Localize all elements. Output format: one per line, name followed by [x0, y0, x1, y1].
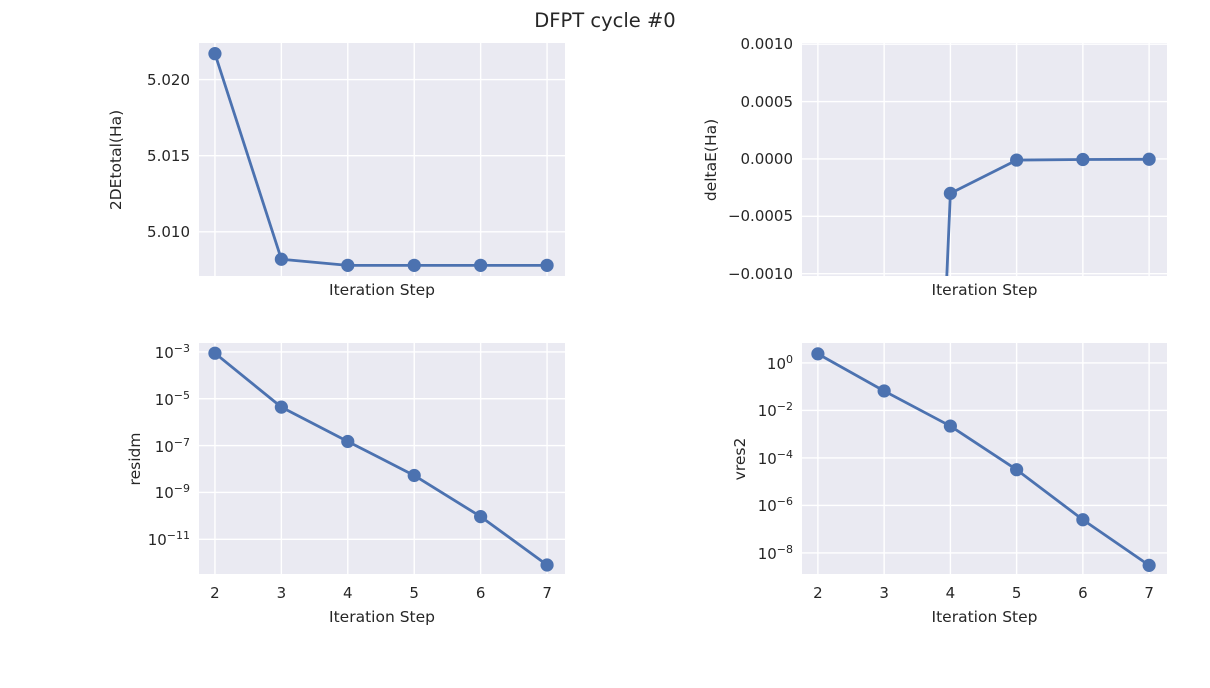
data-point: [341, 434, 355, 449]
data-line: [214, 352, 548, 567]
data-point: [1076, 513, 1090, 527]
x-tick-label: 3: [276, 584, 287, 602]
data-point: [1076, 152, 1090, 167]
y-tick-label: 10−2: [757, 400, 793, 421]
x-axis-label: Iteration Step: [931, 608, 1038, 626]
axes-background: [199, 43, 565, 276]
y-tick-label: 10−4: [757, 447, 793, 468]
data-point: [1142, 152, 1156, 166]
y-tick-label: 0.0005: [740, 92, 794, 111]
y-tick-label: 10−6: [757, 495, 793, 516]
x-tick-label: 2: [210, 584, 220, 602]
y-tick-label: 5.020: [147, 70, 190, 89]
data-line: [213, 53, 548, 267]
data-point: [943, 186, 957, 200]
y-tick-label: 10−3: [154, 341, 190, 362]
y-axis-label: vres2: [731, 437, 749, 480]
y-axis-label: 2DEtotal(Ha): [107, 109, 125, 210]
data-point: [943, 419, 957, 433]
y-tick-label: 10−7: [154, 435, 190, 456]
x-axis-label: Iteration Step: [329, 608, 435, 626]
x-tick-label: 6: [1078, 584, 1088, 602]
x-tick-label: 4: [343, 584, 353, 602]
y-tick-label: 5.010: [147, 222, 190, 241]
y-tick-label: 10−11: [147, 529, 190, 550]
x-tick-label: 2: [813, 584, 823, 602]
subplot-2detotal: 2DEtotal(Ha) Iteration Step 5.010 5.015 5.…: [107, 43, 565, 299]
y-tick-label: 0.0000: [740, 149, 794, 168]
data-point: [474, 510, 488, 524]
x-tick-label: 4: [945, 584, 956, 602]
data-point: [208, 346, 222, 360]
data-point: [274, 400, 288, 414]
data-point: [208, 47, 222, 61]
data-point: [407, 468, 421, 483]
subplot-vres2: vres2 Iteration Step 100 10−2 10−4 10−6 10−8…: [731, 343, 1167, 626]
subplot-residm: residm Iteration Step 10−3 10−5 10−7 10−9 10…: [126, 342, 565, 626]
data-point: [341, 258, 355, 272]
data-point: [1142, 558, 1156, 572]
x-axis-label: Iteration Step: [931, 281, 1038, 299]
y-axis-label: deltaE(Ha): [702, 118, 720, 201]
x-tick-label: 7: [1144, 584, 1154, 602]
x-tick-label: 5: [1011, 584, 1022, 602]
y-tick-label: 100: [766, 352, 793, 373]
plot-area: [199, 43, 565, 276]
y-tick-label: 10−9: [154, 482, 190, 503]
data-point: [540, 558, 554, 572]
y-tick-label: 10−8: [757, 543, 793, 563]
data-point: [877, 384, 891, 398]
x-tick-label: 3: [879, 584, 889, 602]
x-tick-label: 5: [409, 584, 419, 602]
data-point: [1010, 153, 1024, 167]
y-axis-label: residm: [126, 432, 144, 485]
data-point: [407, 258, 421, 272]
data-line: [817, 352, 1150, 567]
y-tick-label: −0.0010: [727, 264, 793, 283]
plot-area: [802, 343, 1167, 574]
y-tick-label: 0.0010: [740, 35, 794, 54]
data-point: [811, 347, 825, 361]
data-point: [1010, 463, 1024, 477]
x-tick-label: 6: [475, 584, 486, 602]
data-point: [274, 252, 288, 266]
subplot-deltae: deltaE(Ha) Iteration Step −0.0010 −0.0005…: [702, 35, 1167, 299]
y-tick-label: −0.0005: [727, 207, 793, 226]
x-axis-label: Iteration Step: [329, 281, 435, 299]
plot-area: [802, 43, 1167, 276]
y-tick-label: 10−5: [154, 388, 190, 409]
x-tick-label: 7: [542, 584, 552, 602]
data-point: [474, 258, 488, 272]
y-tick-label: 5.015: [147, 146, 190, 165]
plot-area: [199, 343, 565, 574]
data-point: [540, 258, 554, 272]
figure-title: DFPT cycle #0: [534, 9, 676, 32]
